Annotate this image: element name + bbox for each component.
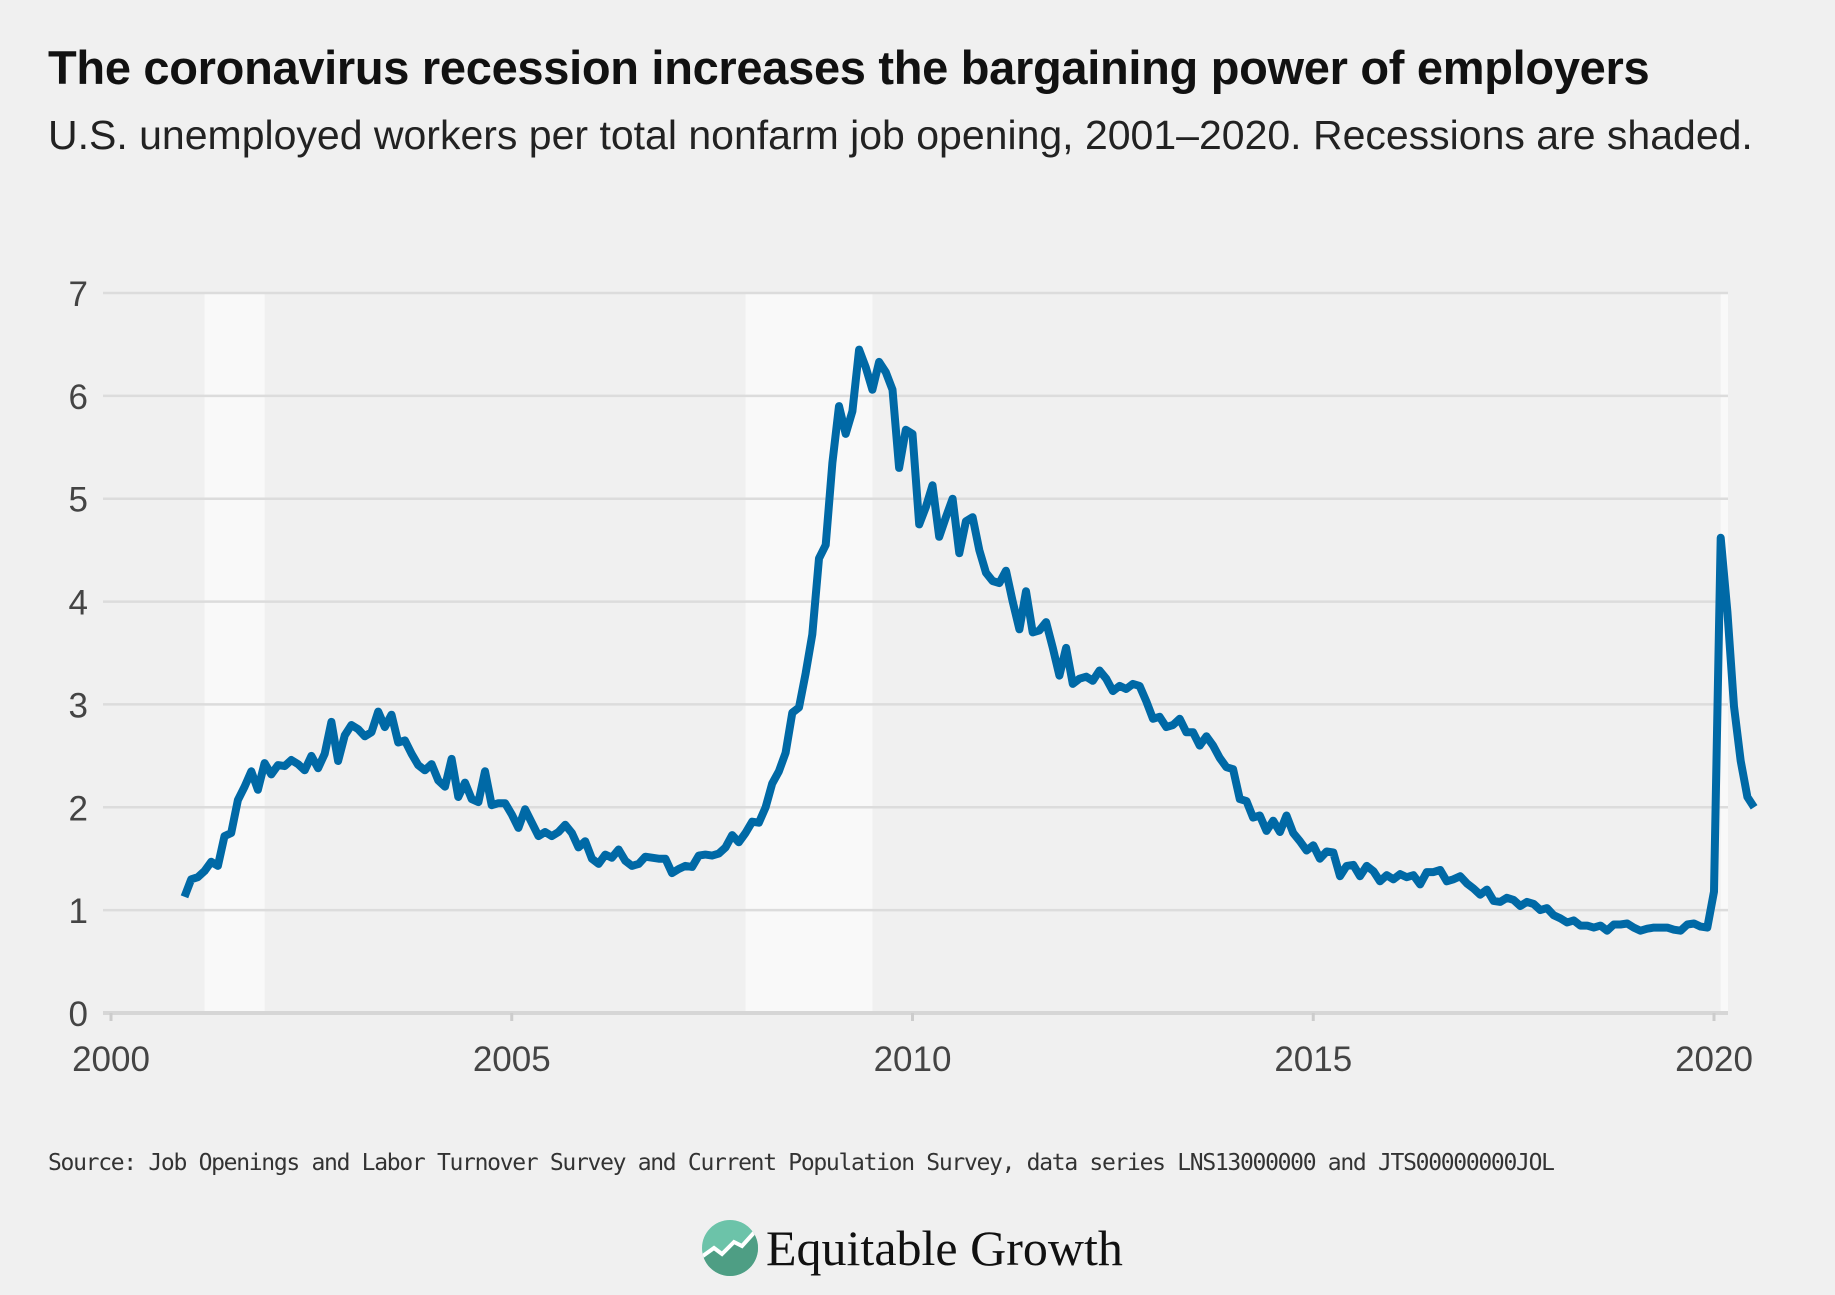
chart-title: The coronavirus recession increases the … xyxy=(48,41,1650,94)
chart-subtitle: U.S. unemployed workers per total nonfar… xyxy=(48,112,1753,158)
y-tick-label: 3 xyxy=(69,686,88,725)
y-tick-label: 2 xyxy=(69,789,88,828)
y-tick-label: 0 xyxy=(69,995,88,1034)
recession-band xyxy=(1720,293,1728,1013)
y-tick-label: 7 xyxy=(69,275,88,314)
y-tick-label: 1 xyxy=(69,892,88,931)
y-tick-label: 4 xyxy=(69,584,88,623)
y-tick-label: 5 xyxy=(69,481,88,520)
source-note: Source: Job Openings and Labor Turnover … xyxy=(48,1150,1555,1176)
line-chart: 0 1 2 3 4 5 6 7 2000 2005 2010 2015 2020 xyxy=(69,275,1758,1079)
x-tick-label: 2010 xyxy=(874,1040,952,1079)
y-tick-label: 6 xyxy=(69,378,88,417)
x-tick-label: 2015 xyxy=(1274,1040,1352,1079)
series-line xyxy=(180,345,1758,935)
equitable-growth-logo: Equitable Growth xyxy=(700,1218,1123,1278)
recession-band xyxy=(204,293,265,1013)
x-tick-label: 2005 xyxy=(473,1040,551,1079)
x-tick-label: 2020 xyxy=(1675,1040,1753,1079)
x-axis: 2000 2005 2010 2015 2020 xyxy=(72,1013,1753,1079)
y-axis: 0 1 2 3 4 5 6 7 xyxy=(69,275,88,1034)
logo-text: Equitable Growth xyxy=(766,1220,1123,1276)
logo-growth-icon xyxy=(702,1220,758,1276)
x-tick-label: 2000 xyxy=(72,1040,150,1079)
gridlines xyxy=(103,291,1728,1015)
